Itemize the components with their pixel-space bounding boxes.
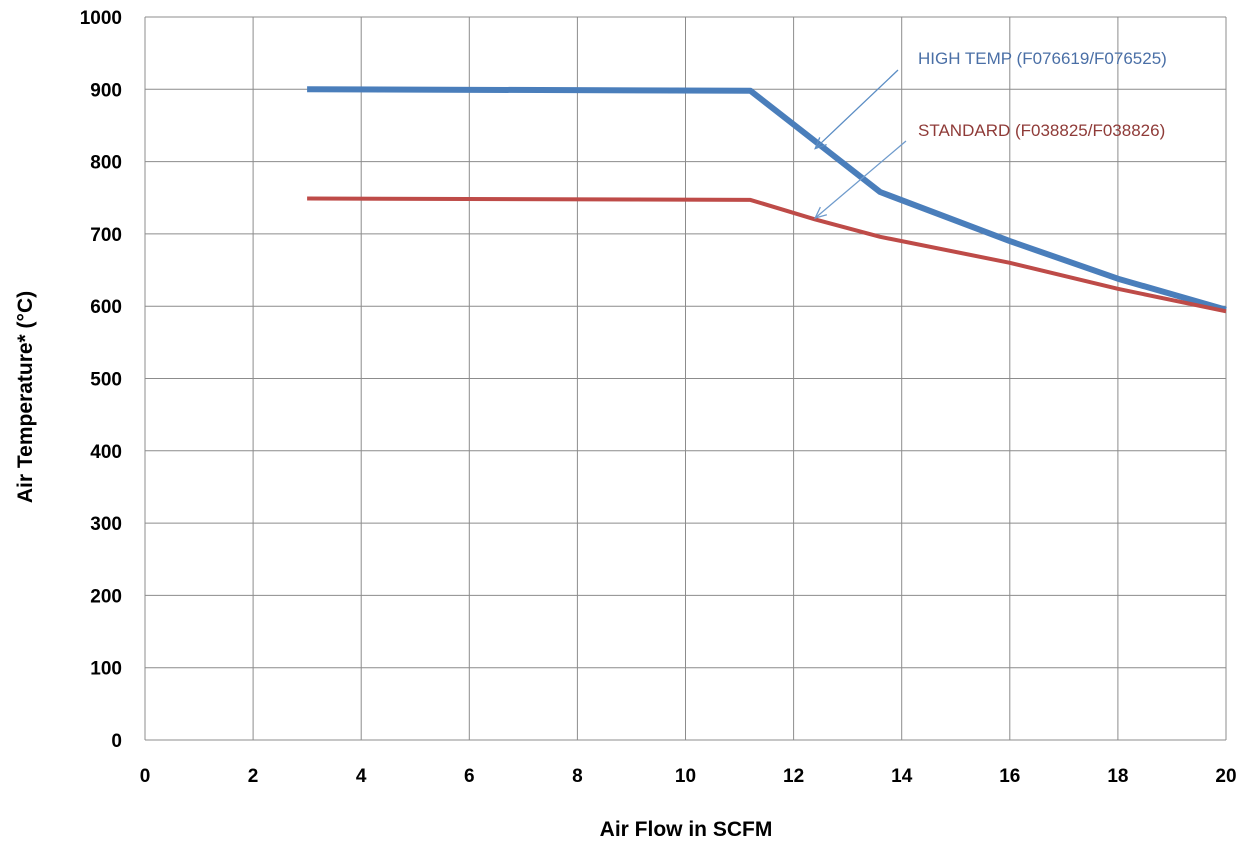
callout-arrow-0 bbox=[814, 69, 899, 150]
callout-label-1: STANDARD (F038825/F038826) bbox=[918, 121, 1165, 140]
series-line-high-temp bbox=[307, 86, 1227, 313]
callouts: HIGH TEMP (F076619/F076525) STANDARD (F03… bbox=[814, 49, 1167, 220]
tick-labels: 0 100 200 300 400 500 600 700 800 900 1000 0 2 4 6 8 10 1… bbox=[80, 8, 1237, 787]
series-line-standard bbox=[307, 196, 1227, 314]
y-tick-label: 900 bbox=[90, 80, 122, 101]
x-axis-title: Air Flow in SCFM bbox=[600, 818, 773, 841]
x-tick-label: 12 bbox=[783, 766, 804, 787]
y-tick-label: 1000 bbox=[80, 8, 122, 29]
y-tick-label: 300 bbox=[90, 514, 122, 535]
y-tick-label: 700 bbox=[90, 225, 122, 246]
y-tick-label: 0 bbox=[111, 731, 122, 752]
x-tick-label: 6 bbox=[464, 766, 475, 787]
x-tick-label: 8 bbox=[572, 766, 583, 787]
grid bbox=[144, 16, 1227, 741]
y-tick-label: 500 bbox=[90, 370, 122, 391]
y-tick-label: 400 bbox=[90, 442, 122, 463]
y-tick-label: 800 bbox=[90, 153, 122, 174]
x-tick-label: 10 bbox=[675, 766, 696, 787]
y-tick-label: 100 bbox=[90, 659, 122, 680]
series-lines bbox=[307, 86, 1227, 314]
x-tick-label: 20 bbox=[1215, 766, 1236, 787]
x-tick-label: 18 bbox=[1107, 766, 1128, 787]
callout-label-0: HIGH TEMP (F076619/F076525) bbox=[918, 49, 1167, 68]
x-tick-label: 16 bbox=[999, 766, 1020, 787]
x-tick-label: 4 bbox=[356, 766, 367, 787]
x-tick-label: 0 bbox=[140, 766, 151, 787]
x-tick-label: 14 bbox=[891, 766, 913, 787]
y-tick-label: 600 bbox=[90, 297, 122, 318]
y-tick-label: 200 bbox=[90, 586, 122, 607]
x-tick-label: 2 bbox=[248, 766, 259, 787]
y-axis-title: Air Temperature* (°C) bbox=[14, 291, 37, 503]
callout-arrow-1 bbox=[814, 140, 907, 220]
